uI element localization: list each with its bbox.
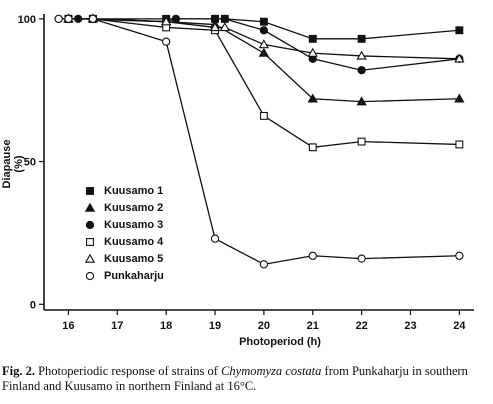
data-point-series-1 (308, 34, 317, 43)
data-point-series-5 (209, 22, 221, 32)
data-point-series-6 (259, 260, 269, 269)
x-tick-label: 18 (160, 320, 172, 332)
caption-text-after: from Punkaharju in southern Finland and … (2, 364, 468, 393)
x-tick-label: 21 (307, 320, 319, 332)
x-axis-label: Photoperiod (h) (239, 336, 321, 348)
data-point-series-2 (454, 93, 465, 103)
data-point-series-3 (220, 14, 229, 24)
legend: Kuusamo 1 Kuusamo 2 Kuusamo 3 Kuusamo 4 Kuus… (84, 182, 164, 284)
x-tick-label: 19 (209, 320, 221, 332)
data-point-series-2 (258, 47, 270, 57)
legend-item: Kuusamo 1 (84, 182, 164, 199)
x-tick-label: 23 (404, 320, 416, 332)
data-point-series-1 (259, 17, 268, 26)
legend-marker-icon (84, 202, 96, 212)
caption-species: Chymomyza costata (221, 364, 322, 378)
legend-marker-icon (86, 186, 94, 195)
data-point-series-6 (162, 37, 171, 46)
legend-item: Kuusamo 5 (84, 250, 164, 267)
data-point-series-5 (307, 47, 318, 57)
data-point-series-1 (357, 34, 366, 43)
y-axis-label: Diapause (%) (1, 139, 25, 189)
x-tick-label: 22 (355, 320, 367, 332)
legend-label: Kuusamo 1 (104, 184, 164, 197)
x-tick-label: 20 (258, 320, 270, 332)
data-point-series-6 (308, 251, 317, 260)
data-point-series-3 (210, 14, 220, 24)
legend-marker-icon (85, 271, 95, 280)
x-tick-label: 17 (111, 320, 123, 332)
caption-text-before: Photoperiodic response of strains of (34, 364, 222, 378)
legend-marker (85, 271, 95, 280)
legend-label: Kuusamo 4 (104, 235, 164, 248)
x-tick-label: 24 (453, 320, 466, 332)
data-point-series-6 (357, 254, 366, 263)
legend-label: Kuusamo 3 (104, 218, 164, 231)
data-point-series-4 (455, 140, 464, 149)
data-point-series-5 (454, 53, 465, 63)
data-point-series-4 (308, 143, 317, 152)
data-point-series-5 (258, 39, 270, 49)
data-point-series-4 (357, 137, 366, 146)
legend-item: Punkaharju (84, 267, 164, 284)
y-tick-label: 50 (24, 157, 36, 169)
legend-item: Kuusamo 2 (84, 199, 164, 216)
data-point-series-5 (219, 22, 230, 32)
figure-caption: Fig. 2. Photoperiodic response of strain… (2, 364, 490, 394)
legend-label: Kuusamo 2 (104, 201, 164, 214)
legend-marker (86, 237, 94, 246)
data-point-series-3 (259, 26, 269, 35)
data-point-series-2 (356, 96, 367, 106)
legend-marker (85, 220, 95, 229)
data-point-series-3 (171, 14, 181, 24)
data-point-series-4 (259, 111, 268, 120)
legend-label: Kuusamo 5 (104, 252, 164, 265)
data-point-series-5 (161, 16, 172, 26)
data-point-series-6 (54, 14, 63, 24)
legend-marker-icon (86, 237, 94, 246)
legend-marker-icon (85, 220, 95, 229)
legend-marker (84, 253, 96, 263)
x-tick-label: 16 (62, 320, 74, 332)
legend-marker (86, 186, 94, 195)
legend-label: Punkaharju (104, 269, 164, 282)
y-tick-label: 100 (18, 14, 36, 26)
legend-item: Kuusamo 4 (84, 233, 164, 250)
data-point-series-6 (455, 251, 464, 260)
legend-marker (84, 202, 96, 212)
data-point-series-1 (455, 26, 464, 35)
legend-item: Kuusamo 3 (84, 216, 164, 233)
data-point-series-2 (307, 93, 318, 103)
series-line-4 (68, 18, 460, 148)
legend-marker-icon (84, 253, 96, 263)
data-point-series-5 (356, 50, 367, 60)
y-tick-label: 0 (30, 299, 36, 311)
data-point-series-6 (210, 234, 220, 243)
data-point-series-6 (64, 14, 73, 24)
data-point-series-6 (88, 14, 98, 24)
plot-area: 16 17 18 19 20 21 22 23 24 0 50 100 (18, 13, 474, 332)
data-point-series-3 (357, 66, 366, 75)
caption-label: Fig. 2. (2, 364, 35, 378)
